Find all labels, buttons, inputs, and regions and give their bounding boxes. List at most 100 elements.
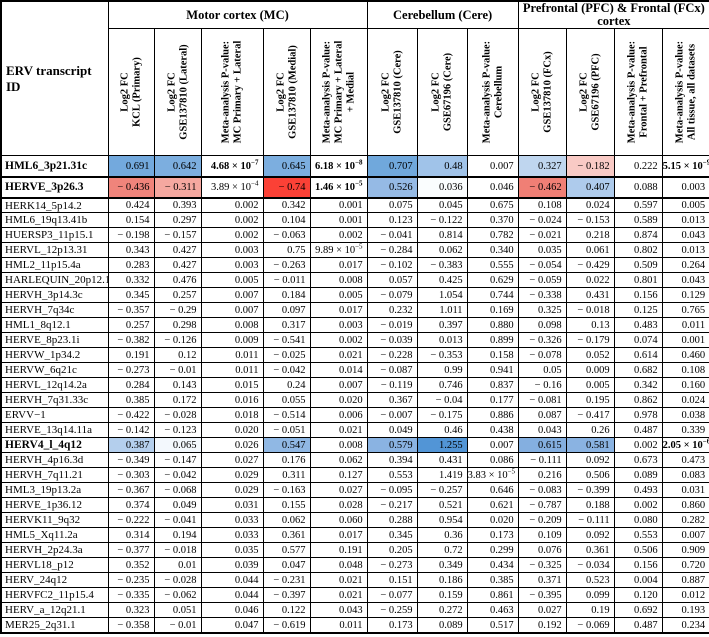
value-cell: 0.393 [153,197,202,214]
value-cell: − 0.422 [107,407,155,424]
value-cell: 0.352 [107,557,155,574]
value-cell: 0.385 [466,572,519,589]
value-cell: − 0.024 [517,212,567,229]
value-cell: − 0.209 [517,512,567,529]
value-cell: − 0.273 [366,557,418,574]
value-cell: 0.205 [366,542,418,559]
table-row: HERVL_12q14.2a 0.284 0.143 0.015 0.24 0.007− … [0,377,709,394]
col-header-log2fc-gse137810-lateral: Log2 FC GSE137810 (Lateral) [153,28,202,157]
value-cell: 0.506 [613,542,663,559]
value-cell: − 0.034 [565,557,615,574]
value-cell: 0.691 [107,155,155,178]
value-cell: − 0.353 [416,347,468,364]
erv-id-cell: HARLEQUIN_20p12.1 [0,272,109,289]
value-cell: 0.048 [309,557,368,574]
value-cell: 0.027 [517,602,567,619]
value-cell: 0.021 [309,572,368,589]
value-cell: 0.374 [107,497,155,514]
value-cell: 0.173 [366,617,418,634]
value-cell: − 0.157 [153,227,202,244]
value-cell: 0.487 [613,617,663,634]
value-cell: 0.191 [107,347,155,364]
value-cell: 0.035 [200,542,264,559]
value-cell: 0.311 [262,467,311,484]
erv-id-cell: HERVE_3p26.3 [0,176,109,199]
value-cell: − 0.122 [416,212,468,229]
value-cell: − 0.083 [517,482,567,499]
table-row: HERV_a_12q21.1 0.323 0.051 0.046 0.122 0.043−… [0,602,709,619]
value-cell: 0.026 [200,437,264,454]
value-cell: 0.339 [661,422,709,439]
value-cell: 0.125 [613,302,663,319]
value-cell: 0.523 [565,572,615,589]
value-cell: − 0.163 [262,482,311,499]
value-cell: 0.597 [613,197,663,214]
value-cell: − 0.039 [366,332,418,349]
value-cell: − 0.078 [517,347,567,364]
value-cell: 0.007 [466,155,519,178]
table-row: ERVV−1− 0.422− 0.028 0.018− 0.514 0.006− 0… [0,407,709,424]
value-cell: 0.089 [613,467,663,484]
value-cell: 0.002 [200,212,264,229]
value-cell: 0.493 [613,482,663,499]
value-cell: 0.013 [416,332,468,349]
value-cell: − 0.062 [153,587,202,604]
value-cell: 0.801 [613,272,663,289]
value-cell: 0.720 [661,557,709,574]
value-cell: 0.003 [200,242,264,259]
value-cell: 0.860 [661,497,709,514]
erv-id-cell: HERVE_13q14.11a [0,422,109,439]
value-cell: 0.020 [466,512,519,529]
value-cell: − 0.257 [416,482,468,499]
erv-id-cell: HML3_19p13.2a [0,482,109,499]
value-cell: 0.154 [107,212,155,229]
table-row: HML5_Xq11.2a 0.314 0.194 0.033 0.361 0.017 0.3… [0,527,709,544]
value-cell: 0.299 [466,542,519,559]
value-cell: 0.089 [416,617,468,634]
table-row: HERVL18_p12 0.352 0.01 0.039 0.047 0.048− 0.2… [0,557,709,574]
value-cell: − 0.077 [366,587,418,604]
value-cell: 0.098 [517,317,567,334]
table-row: HML1_8q12.1 0.257 0.298 0.008 0.317 0.003− 0.… [0,317,709,334]
value-cell: 0.075 [366,197,418,214]
value-cell: 0.008 [200,317,264,334]
value-cell: 0.675 [466,197,519,214]
value-cell: 0.521 [416,497,468,514]
value-cell: 0.108 [661,362,709,379]
value-cell: 0.036 [416,176,468,199]
value-cell: 0.001 [309,197,368,214]
value-cell: 0.031 [200,497,264,514]
value-cell: − 0.179 [565,332,615,349]
erv-id-cell: HERVW_6q21c [0,362,109,379]
value-cell: 0.104 [262,212,311,229]
value-cell: 0.108 [517,197,567,214]
erv-id-cell: HERVH_3p14.3c [0,287,109,304]
value-cell: 0.001 [661,332,709,349]
table-row: HERVW_6q21c − 0.273− 0.01 0.011− 0.042 0.01… [0,362,709,379]
value-cell: − 0.259 [366,602,418,619]
value-cell: 0.016 [200,392,264,409]
value-cell: 0.156 [613,287,663,304]
erv-id-cell: HML1_8q12.1 [0,317,109,334]
erv-id-cell: HML2_11p15.4a [0,257,109,274]
value-cell: 0.579 [366,437,418,454]
value-cell: − 0.063 [262,227,311,244]
value-cell: 0.283 [107,257,155,274]
value-cell: 0.288 [366,512,418,529]
table-row: HERV_24q12− 0.235− 0.028 0.044− 0.231 0.02… [0,572,709,589]
value-cell: − 0.303 [107,467,155,484]
col-header-meta-p-cerebellum: Meta-analysis P-value: Cerebellum [466,28,519,157]
value-cell: 0.19 [565,602,615,619]
value-cell: 0.387 [107,437,155,454]
table-row: HARLEQUIN_20p12.1 0.332 0.476 0.005− 0.011 0… [0,272,709,289]
value-cell: 0.862 [613,392,663,409]
value-cell: 0.05 [517,362,567,379]
value-cell: − 0.429 [565,257,615,274]
value-cell: 0.36 [416,527,468,544]
value-cell: 0.26 [565,422,615,439]
value-cell: 0.047 [200,617,264,634]
value-cell: 1.011 [416,302,468,319]
value-cell: 0.011 [200,347,264,364]
value-cell: 0.314 [107,527,155,544]
value-cell: 5.15 × 10−9 [661,155,709,178]
